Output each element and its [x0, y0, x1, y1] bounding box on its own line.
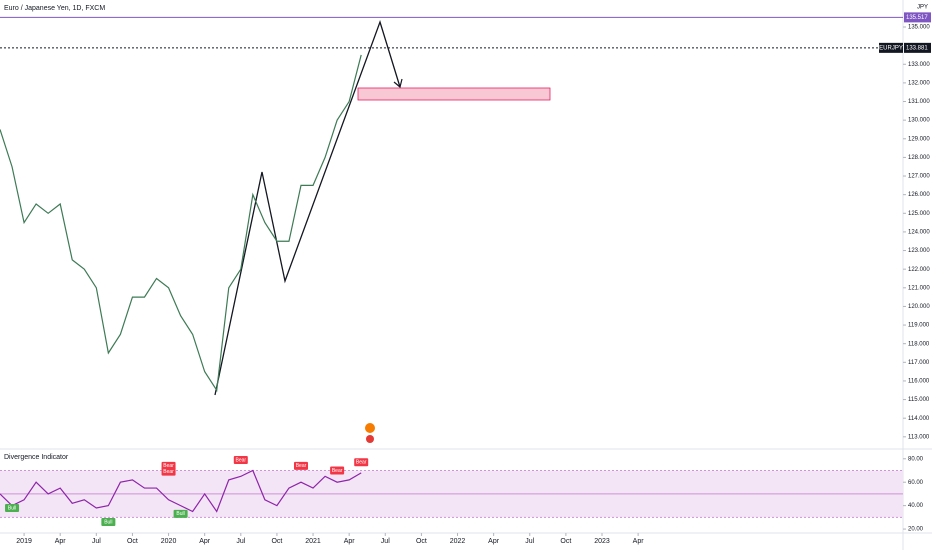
x-tick-label: Jul [381, 538, 390, 545]
y-tick-label: 60.00 [908, 480, 924, 486]
target-zone [357, 87, 551, 101]
y-tick-label: 124.000 [908, 229, 930, 235]
price-tag-label: 135.517 [906, 15, 928, 21]
x-tick-label: 2020 [161, 538, 177, 545]
symbol-tag-label: EURJPY [879, 45, 903, 51]
signal-label: Bear [296, 463, 307, 469]
series-line [0, 54, 362, 392]
signal-marker [101, 518, 116, 527]
signal-label: Bear [163, 469, 174, 475]
signal-marker [294, 461, 308, 470]
signal-marker [161, 467, 176, 476]
x-tick-label: Apr [488, 538, 500, 545]
signal-marker [5, 503, 20, 512]
y-tick-label: 117.000 [908, 360, 930, 366]
price-tag [904, 42, 931, 53]
y-tick-label: 131.000 [908, 99, 930, 105]
x-tick-label: 2022 [450, 538, 466, 545]
x-tick-label: 2019 [16, 538, 32, 545]
signal-marker [354, 458, 369, 467]
signal-label: Bear [163, 463, 174, 469]
y-tick-label: 40.00 [908, 503, 924, 509]
y-tick-label: 133.000 [908, 62, 930, 68]
x-tick-label: Apr [55, 538, 67, 545]
signal-marker [330, 466, 345, 475]
y-tick-label: 125.000 [908, 211, 930, 217]
x-tick-label: Apr [199, 538, 211, 545]
y-tick-label: 119.000 [908, 323, 930, 329]
y-tick-label: 130.000 [908, 118, 930, 124]
x-tick-label: Oct [560, 538, 571, 545]
x-tick-label: Oct [416, 538, 427, 545]
signal-label: Bear [356, 460, 367, 466]
logo [365, 423, 375, 433]
signal-marker [233, 455, 248, 464]
symbol-tag [879, 42, 903, 53]
signal-label: Bear [332, 468, 343, 474]
x-tick-label: Oct [271, 538, 282, 545]
arrow-head [393, 78, 403, 89]
y-tick-label: 120.000 [908, 304, 930, 310]
y-tick-label: 132.000 [908, 80, 930, 86]
series-line [0, 469, 362, 513]
y-tick-label: 122.000 [908, 267, 930, 273]
x-tick-label: Apr [633, 538, 645, 545]
y-tick-label: 127.000 [908, 174, 930, 180]
y-tick-label: 129.000 [908, 136, 930, 142]
y-tick-label: 135.000 [908, 25, 930, 31]
x-tick-label: Jul [525, 538, 534, 545]
y-tick-label: 116.000 [908, 379, 930, 385]
signal-label: Bear [236, 457, 247, 463]
y-tick-label: 121.000 [908, 285, 930, 291]
drawings [214, 19, 551, 443]
y-tick-label: 115.000 [908, 397, 930, 403]
x-tick-label: Apr [344, 538, 356, 545]
signal-label: Bull [104, 519, 112, 525]
logo [366, 435, 374, 443]
y-tick-label: 128.000 [908, 155, 930, 161]
symbol-title: Euro / Japanese Yen, 1D, FXCM [4, 5, 105, 12]
price-tag [904, 12, 931, 23]
x-tick-label: Jul [92, 538, 101, 545]
y-tick-label: 118.000 [908, 341, 930, 347]
zigzag-drawing [214, 19, 401, 396]
y-tick-label: 114.000 [908, 416, 930, 422]
x-tick-label: Jul [236, 538, 245, 545]
x-tick-label: 2021 [305, 538, 321, 545]
x-tick-label: 2023 [594, 538, 610, 545]
signal-label: Bull [176, 511, 184, 517]
y-tick-label: 123.000 [908, 248, 930, 254]
signal-label: Bull [8, 505, 16, 511]
y-tick-label: 113.000 [908, 434, 930, 440]
price-tag-label: 133.881 [906, 45, 928, 51]
indicator-title: Divergence Indicator [4, 454, 69, 461]
y-tick-label: 20.00 [908, 527, 924, 533]
y-tick-label: 80.00 [908, 456, 924, 462]
currency-label: JPY [917, 5, 928, 11]
y-tick-label: 126.000 [908, 192, 930, 198]
signal-marker [173, 509, 188, 518]
x-tick-label: Oct [127, 538, 138, 545]
